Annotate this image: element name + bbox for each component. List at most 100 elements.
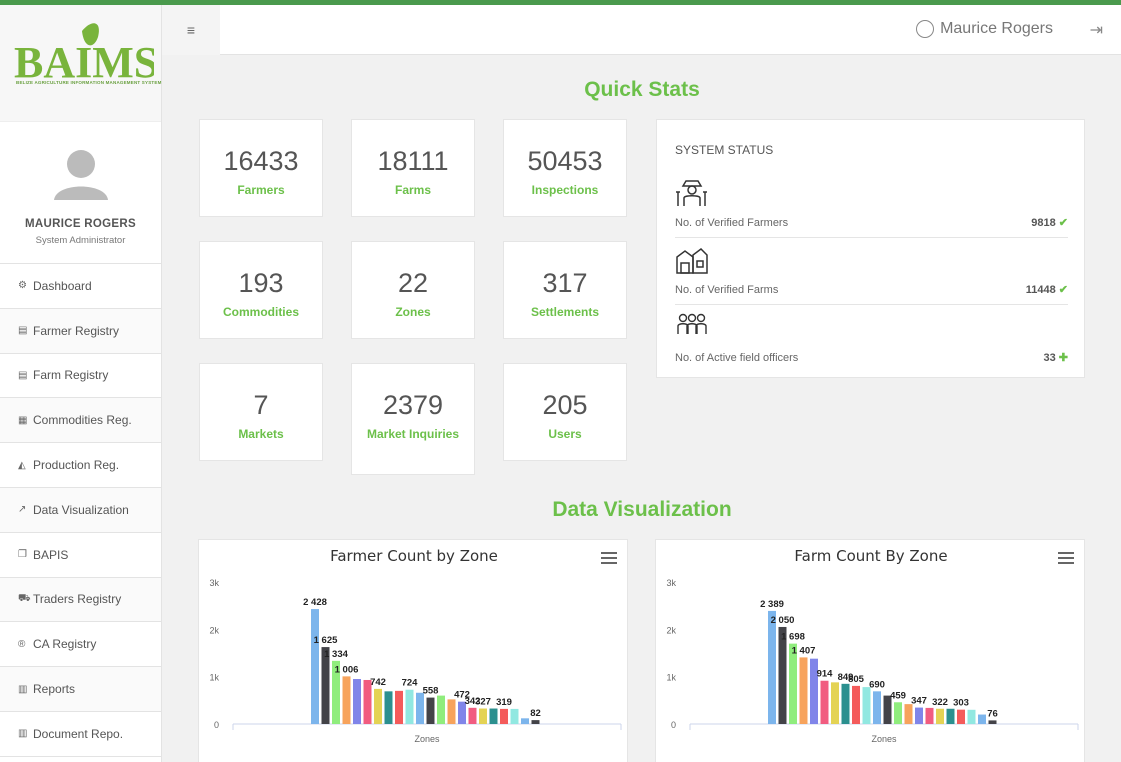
system-status-card: SYSTEM STATUS No. of Verified Farmers 98… — [656, 119, 1085, 378]
user-icon — [916, 20, 935, 38]
status-row-verified-farms: No. of Verified Farms 11448 ✔ — [675, 245, 1068, 305]
chart-bar[interactable] — [426, 697, 435, 724]
chart-bar[interactable] — [384, 691, 393, 724]
sidebar-item-production[interactable]: ◭ Production Reg. — [0, 443, 161, 488]
logo-area[interactable]: BAIMS BELIZE AGRICULTURE INFORMATION MAN… — [0, 5, 161, 122]
status-row-field-officers: No. of Active field officers 33 ✚ — [675, 312, 1068, 372]
stat-card-settlements[interactable]: 317 Settlements — [503, 241, 627, 339]
sidebar-item-farmer-registry[interactable]: ▤ Farmer Registry — [0, 308, 161, 354]
chart-bar[interactable] — [342, 676, 351, 724]
sidebar-item-label: Production Reg. — [33, 458, 120, 473]
chart-bar[interactable] — [521, 718, 529, 724]
chart-bar[interactable] — [978, 714, 986, 724]
sidebar-item-document-repo[interactable]: ▥ Document Repo. — [0, 711, 161, 757]
chart-bar[interactable] — [873, 691, 881, 724]
chart-bar[interactable] — [831, 682, 839, 724]
sidebar-nav: ⚙ Dashboard ▤ Farmer Registry ▤ Farm Regist… — [0, 264, 161, 757]
chart-bar[interactable] — [531, 720, 540, 724]
sidebar-item-farm-registry[interactable]: ▤ Farm Registry — [0, 353, 161, 399]
stat-card-farms[interactable]: 18111 Farms — [351, 119, 475, 217]
truck-icon: ⛟ — [18, 592, 31, 604]
chart-bar[interactable] — [967, 709, 976, 724]
data-label: 724 — [402, 678, 419, 689]
y-tick-label: 0 — [671, 720, 676, 730]
chart-bar[interactable] — [799, 657, 808, 724]
chart-menu-button[interactable] — [1058, 552, 1074, 567]
stat-card-commodities[interactable]: 193 Commodities — [199, 241, 323, 339]
area-chart-icon: ◭ — [18, 459, 26, 471]
chart-bar[interactable] — [510, 708, 519, 724]
status-label: No. of Verified Farmers — [675, 217, 789, 229]
chart-bar[interactable] — [904, 704, 913, 724]
sidebar-item-bapis[interactable]: ❐ BAPIS — [0, 532, 161, 578]
stat-card-zones[interactable]: 22 Zones — [351, 241, 475, 339]
chart-bar[interactable] — [437, 695, 445, 724]
data-label: 805 — [848, 674, 865, 685]
stat-value: 16433 — [223, 146, 299, 176]
hamburger-icon: ≡ — [186, 22, 196, 38]
data-label: 1 407 — [792, 645, 816, 656]
chart-bar[interactable] — [416, 692, 424, 724]
chart-bar[interactable] — [915, 707, 923, 724]
user-menu[interactable]: Maurice Rogers — [916, 20, 1053, 38]
chart-bar[interactable] — [500, 708, 508, 724]
user-profile: MAURICE ROGERS System Administrator — [0, 122, 161, 264]
sidebar-item-commodities[interactable]: ▦ Commodities Reg. — [0, 398, 161, 444]
data-label: 459 — [890, 690, 906, 701]
chart-bar[interactable] — [988, 720, 997, 724]
menu-toggle-button[interactable]: ≡ — [162, 5, 220, 55]
chart-menu-button[interactable] — [601, 552, 617, 567]
sidebar-item-traders-registry[interactable]: ⛟ Traders Registry — [0, 577, 161, 623]
chart-bar[interactable] — [957, 709, 965, 724]
chart-bar[interactable] — [489, 708, 498, 724]
chart-bar[interactable] — [852, 685, 860, 724]
x-axis-label: Zones — [871, 734, 897, 744]
registry-icon: ▤ — [18, 325, 28, 337]
chart-bar[interactable] — [363, 679, 372, 724]
chart-bar[interactable] — [883, 695, 892, 724]
chart-bar[interactable] — [936, 708, 944, 724]
chart-bar[interactable] — [778, 626, 787, 724]
chart-bar[interactable] — [841, 683, 850, 724]
chart-bar[interactable] — [447, 699, 456, 724]
chart-bar[interactable] — [479, 708, 487, 724]
chart-bar[interactable] — [946, 708, 955, 724]
logout-icon[interactable]: ⇥ — [1089, 22, 1103, 39]
stat-card-farmers[interactable]: 16433 Farmers — [199, 119, 323, 217]
stat-card-market-inquiries[interactable]: 2379 Market Inquiries — [351, 363, 475, 475]
chart-bar[interactable] — [332, 660, 340, 724]
sidebar-item-ca-registry[interactable]: ® CA Registry — [0, 622, 161, 668]
chart-bar[interactable] — [789, 643, 797, 724]
chart-bar[interactable] — [405, 689, 414, 724]
chart-bar[interactable] — [820, 680, 829, 724]
chart-bar[interactable] — [768, 610, 776, 724]
stat-card-users[interactable]: 205 Users — [503, 363, 627, 461]
chart-bar[interactable] — [862, 687, 871, 724]
chart-bar[interactable] — [374, 688, 382, 724]
stat-value: 18111 — [377, 146, 449, 176]
chart-bar[interactable] — [395, 690, 403, 724]
chart-bar[interactable] — [353, 679, 361, 724]
data-label: 1 006 — [335, 664, 359, 675]
sidebar-item-dashboard[interactable]: ⚙ Dashboard — [0, 264, 161, 309]
stat-label: Zones — [395, 305, 431, 319]
status-number: 33 — [1043, 352, 1056, 364]
bar-chart-icon: ▥ — [18, 683, 28, 695]
sidebar-item-reports[interactable]: ▥ Reports — [0, 667, 161, 712]
chart-bar[interactable] — [810, 658, 818, 724]
chart-bar[interactable] — [321, 647, 330, 724]
chart-bar[interactable] — [311, 609, 319, 724]
stat-card-inspections[interactable]: 50453 Inspections — [503, 119, 627, 217]
x-axis-label: Zones — [414, 734, 440, 744]
status-label: No. of Verified Farms — [675, 284, 779, 296]
registry-icon: ▤ — [18, 369, 28, 381]
chart-bar[interactable] — [894, 702, 902, 724]
sidebar-item-label: Farm Registry — [33, 368, 109, 383]
chart-bar[interactable] — [925, 707, 934, 724]
stat-label: Markets — [238, 427, 284, 441]
chart-bar[interactable] — [468, 707, 477, 724]
sidebar-item-data-visualization[interactable]: ↗ Data Visualization — [0, 487, 161, 533]
stat-card-markets[interactable]: 7 Markets — [199, 363, 323, 461]
chart-bar[interactable] — [458, 701, 466, 724]
chart-title: Farm Count By Zone — [794, 547, 947, 565]
